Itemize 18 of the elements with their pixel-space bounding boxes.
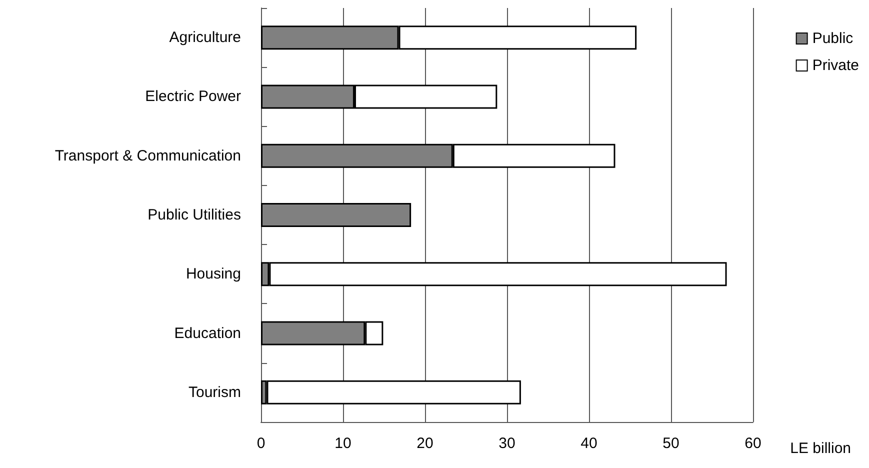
x-tick-label: 40 bbox=[580, 435, 598, 452]
legend-label: Public bbox=[812, 30, 854, 47]
x-tick-label: 10 bbox=[334, 435, 352, 452]
x-axis-title: LE billion bbox=[790, 440, 852, 457]
x-tick-label: 20 bbox=[416, 435, 434, 452]
x-tick-label: 50 bbox=[662, 435, 680, 452]
y-tick-label: Education bbox=[174, 324, 241, 342]
x-tick-label: 60 bbox=[744, 435, 762, 452]
y-tick-label: Electric Power bbox=[145, 88, 242, 106]
x-tick-label: 30 bbox=[498, 435, 516, 452]
bar bbox=[261, 203, 412, 227]
legend-label: Private bbox=[812, 57, 860, 74]
y-tick-label: Agriculture bbox=[169, 29, 241, 46]
y-tick-label: Tourism bbox=[188, 384, 241, 401]
y-tick-label: Transport & Communication bbox=[54, 147, 241, 164]
y-tick-label: Housing bbox=[186, 266, 241, 283]
x-tick-label: 0 bbox=[256, 435, 266, 452]
y-tick-label: Public Utilities bbox=[148, 206, 241, 224]
